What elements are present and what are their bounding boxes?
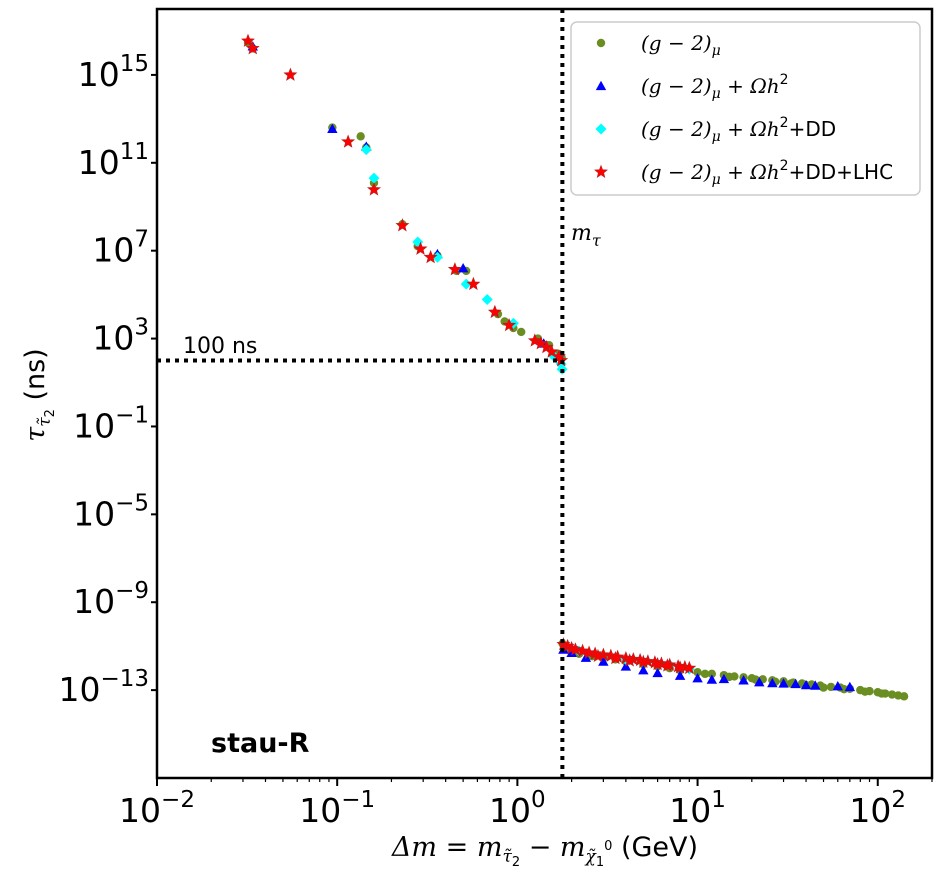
y-tick-label: 1011 xyxy=(78,139,149,182)
data-point-g2_relic_dd xyxy=(368,172,380,184)
data-point-g2_relic_dd_lhc xyxy=(527,333,542,347)
m-tau-label-m: m xyxy=(571,221,592,246)
data-point-g2_relic_dd_lhc xyxy=(608,650,623,665)
x-tick-label: 100 xyxy=(489,787,546,830)
y-tick-label: 1015 xyxy=(78,51,149,94)
data-point-g2_relic xyxy=(832,681,843,691)
legend-marker-g2 xyxy=(596,38,606,48)
data-point-g2_relic_dd_lhc xyxy=(533,336,548,350)
data-point-g2_relic_dd_lhc xyxy=(673,660,688,674)
data-point-g2_relic_dd_lhc xyxy=(544,344,559,358)
legend: (g − 2)μ (g − 2)μ + Ωh2 (g − 2)μ + Ωh2+DD (… xyxy=(570,21,921,196)
legend-label-g2_relic_dd: (g − 2)μ + Ωh2+DD xyxy=(641,115,836,145)
data-point-g2_relic_dd_lhc xyxy=(622,653,637,667)
data-point-g2 xyxy=(819,683,828,692)
data-point-g2_relic xyxy=(778,678,789,688)
legend-label-g2_relic_dd_lhc: (g − 2)μ + Ωh2+DD+LHC xyxy=(641,158,893,188)
data-point-g2 xyxy=(700,669,710,679)
y-tick-label: 10−13 xyxy=(58,666,149,709)
y-tick-label: 10−5 xyxy=(73,490,149,533)
series-g2_relic_dd xyxy=(360,144,695,675)
x-axis-ticks: 10−2 10−1 100 101 102 xyxy=(119,778,933,830)
m-tau-label: mτ xyxy=(571,221,602,250)
data-point-g2_relic_dd_lhc xyxy=(423,249,438,264)
data-point-g2_relic_dd_lhc xyxy=(413,241,428,255)
data-point-g2 xyxy=(707,669,717,679)
data-point-g2_relic_dd_lhc xyxy=(591,648,605,663)
data-point-g2_relic xyxy=(638,665,649,675)
plot-frame xyxy=(155,7,934,780)
data-point-g2_relic_dd_lhc xyxy=(575,643,590,657)
legend-label-g2_relic: (g − 2)μ + Ωh2 xyxy=(641,72,789,102)
legend-box xyxy=(570,21,921,196)
data-point-g2_relic xyxy=(767,677,778,688)
data-point-g2_relic xyxy=(810,680,821,690)
data-point-g2_relic xyxy=(327,123,338,134)
data-point-g2_relic_dd_lhc xyxy=(283,67,298,81)
data-point-g2_relic xyxy=(800,679,812,690)
data-point-g2_relic xyxy=(790,678,801,689)
data-point-g2_relic_dd xyxy=(481,294,493,306)
data-point-g2 xyxy=(860,687,870,696)
data-point-g2_relic_dd_lhc xyxy=(650,656,665,671)
data-point-g2_relic xyxy=(652,667,663,678)
data-point-g2_relic xyxy=(566,647,577,657)
legend-marker-g2_relic xyxy=(595,80,607,91)
legend-label-g2: (g − 2)μ xyxy=(641,31,721,59)
data-point-g2 xyxy=(887,690,897,699)
data-point-g2_relic_dd_lhc xyxy=(568,642,583,656)
x-tick-label: 10−2 xyxy=(119,787,195,830)
y-axis-ticks: 10−13 10−9 10−5 10−1 103 107 1011 1015 xyxy=(58,51,157,709)
data-point-g2_relic xyxy=(692,672,703,683)
legend-marker-g2_relic_dd xyxy=(595,123,607,135)
data-point-g2 xyxy=(877,689,886,698)
data-point-g2 xyxy=(693,668,702,677)
data-point-g2_relic xyxy=(598,656,609,666)
data-point-g2 xyxy=(356,132,365,141)
data-point-g2_relic_dd_lhc xyxy=(367,182,382,196)
data-point-g2_relic_dd_lhc xyxy=(447,262,462,276)
data-point-g2 xyxy=(826,682,836,692)
x-tick-label: 101 xyxy=(669,787,726,830)
data-point-g2_relic_dd xyxy=(360,144,372,156)
series-g2_relic_dd_lhc xyxy=(241,33,697,675)
x-axis-title: Δm = mτ̃2 − mχ̃10 (GeV) xyxy=(391,832,698,870)
m-tau-label-sub: τ xyxy=(592,231,602,250)
data-point-g2 xyxy=(516,327,526,337)
x-tick-label: 10−1 xyxy=(299,787,375,830)
data-point-g2_relic_dd_lhc xyxy=(660,658,675,672)
data-point-g2 xyxy=(725,672,734,682)
legend-marker-g2_relic_dd_lhc xyxy=(594,164,608,178)
data-point-g2_relic xyxy=(706,674,718,684)
data-point-g2_relic_dd_lhc xyxy=(341,134,356,148)
y-tick-label: 103 xyxy=(92,315,149,358)
data-point-g2_relic xyxy=(718,673,730,684)
y-axis-title: ττ̃2 (ns) xyxy=(20,348,58,441)
data-point-g2_relic xyxy=(457,262,469,273)
data-point-g2_relic_dd xyxy=(431,251,443,263)
y-tick-label: 10−9 xyxy=(73,578,149,621)
data-point-g2_relic xyxy=(738,675,749,685)
y-tick-label: 107 xyxy=(92,227,149,270)
data-point-g2_relic_dd_lhc xyxy=(245,41,260,55)
data-point-g2_relic_dd_lhc xyxy=(241,33,255,47)
panel-label: stau-R xyxy=(211,728,310,759)
data-point-g2_relic_dd_lhc xyxy=(395,218,410,232)
data-point-g2_relic xyxy=(674,670,686,680)
data-point-g2_relic xyxy=(844,681,856,692)
y-tick-label: 10−1 xyxy=(73,402,149,445)
x-tick-label: 102 xyxy=(849,787,906,830)
data-point-g2_relic_dd_lhc xyxy=(487,304,502,319)
data-point-g2_relic_dd_lhc xyxy=(636,654,651,668)
data-point-g2_relic xyxy=(754,676,765,687)
data-point-g2 xyxy=(839,685,849,694)
data-point-g2_relic_dd xyxy=(460,278,472,290)
data-markers xyxy=(241,33,909,701)
data-point-g2_relic_dd_lhc xyxy=(466,276,481,291)
data-point-g2 xyxy=(899,692,909,701)
data-point-g2_relic_dd_lhc xyxy=(502,317,517,332)
100-ns-label: 100 ns xyxy=(183,334,257,359)
